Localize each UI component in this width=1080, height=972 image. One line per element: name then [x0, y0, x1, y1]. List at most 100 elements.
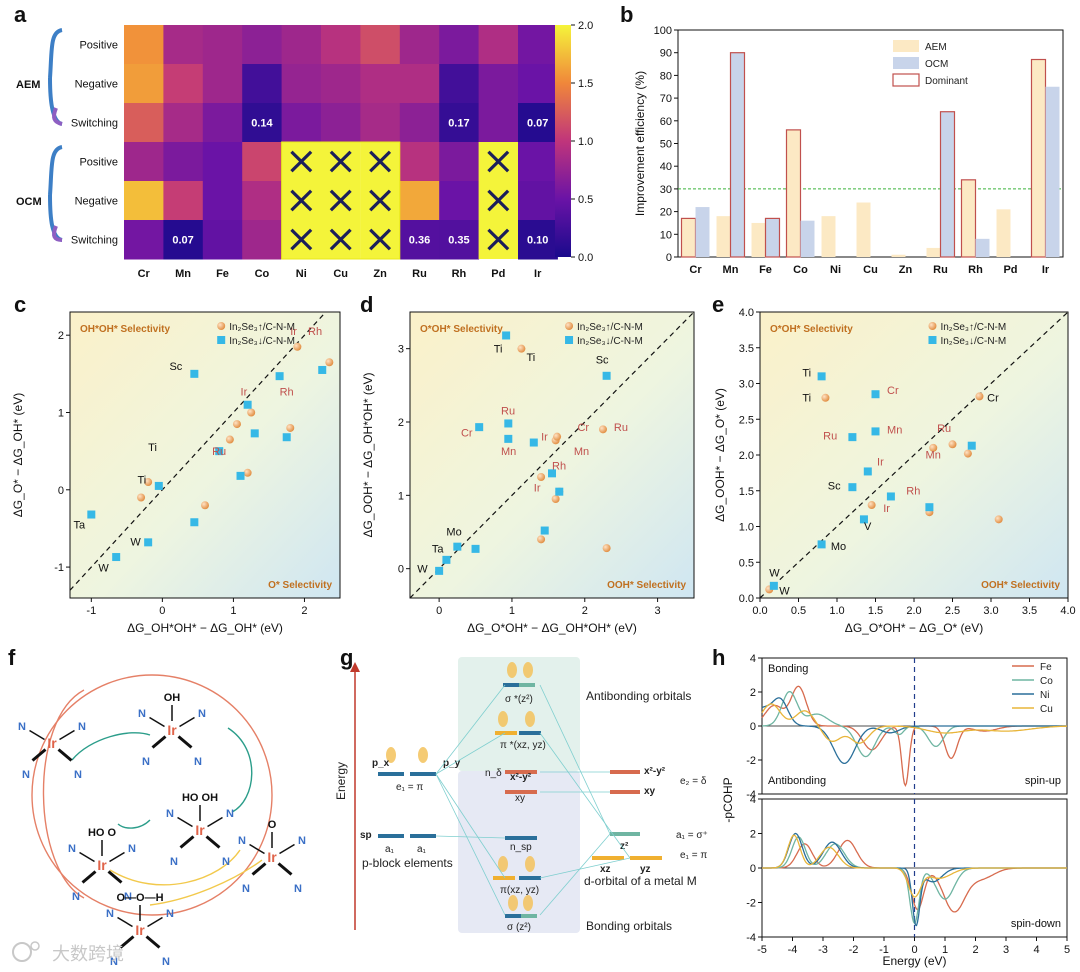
orbital-lobe-icon: [523, 662, 533, 678]
data-point-down: [250, 429, 259, 438]
data-point-up: [537, 473, 546, 481]
orbital-label: x²-y²: [644, 766, 666, 777]
orbital-label: σ (z²): [507, 922, 531, 933]
excluded-cross-icon: [487, 228, 510, 251]
orbital-level: [505, 790, 521, 794]
data-point-down: [925, 503, 934, 512]
bond: [109, 851, 125, 863]
correlation-line: [435, 773, 506, 916]
x-tick-label: Zn: [899, 264, 913, 276]
data-point-up: [963, 449, 972, 458]
heatmap-cell-label: 0.07: [527, 118, 548, 130]
heatmap-row-label: Switching: [71, 118, 118, 130]
x-tick-label: Rh: [968, 264, 983, 276]
x-tick-label: Ni: [830, 264, 841, 276]
heatmap-row-label: Positive: [79, 157, 118, 169]
data-point-up: [144, 478, 153, 487]
bar: [975, 238, 990, 257]
heatmap-col-label: Ni: [296, 268, 307, 280]
element-label: Ti: [138, 475, 147, 487]
heatmap-cell: [124, 220, 164, 260]
element-label: Ru: [501, 406, 515, 418]
nitrogen-atom: N: [68, 843, 76, 855]
bond: [29, 729, 45, 741]
data-point-up: [551, 495, 560, 503]
heatmap-cell: [124, 181, 164, 221]
x-tick-label: Ru: [933, 264, 948, 276]
x-tick-label: 0.5: [791, 605, 806, 617]
x-tick-label: 3: [655, 605, 661, 617]
heatmap-col-label: Mn: [175, 268, 191, 280]
heatmap-cell: [242, 103, 283, 143]
orbital-level: [521, 836, 537, 840]
scatter-panel-d: 0 1 2 3 0 1 2 3 ΔG_O*OH* − ΔG_OH*OH* (eV) ΔG_OOH*…: [361, 311, 695, 635]
iridium-atom: Ir: [47, 735, 57, 751]
x-tick-label: 1: [942, 944, 948, 956]
y-tick-label: -1: [54, 562, 64, 574]
nitrogen-atom: N: [162, 956, 170, 968]
data-point-up: [975, 392, 984, 401]
legend-marker: [565, 336, 574, 344]
x-tick-label: -2: [849, 944, 859, 956]
y-tick-label: 0.0: [739, 593, 754, 605]
orbital-level: [521, 790, 537, 794]
orbital-level: [610, 832, 625, 836]
watermark-text: 大数跨境: [52, 944, 124, 964]
bond: [151, 735, 167, 749]
element-label: Ir: [290, 326, 297, 338]
heatmap-cell: [478, 64, 519, 104]
nitrogen-atom: N: [198, 708, 206, 720]
heatmap-cell: [163, 220, 204, 260]
orbital-level: [493, 876, 504, 880]
heatmap-cell: [439, 25, 480, 65]
panel-label-b: b: [620, 2, 633, 27]
y-tick-label: 1: [58, 407, 64, 419]
y-tick-label: 2.5: [739, 414, 754, 426]
data-point-down: [848, 433, 857, 442]
y-tick-label: 0: [750, 863, 756, 875]
orbital-label: p_y: [443, 758, 461, 769]
element-label: Mo: [831, 541, 846, 553]
adsorbate-label: OH: [164, 692, 181, 704]
heatmap-cell: [518, 25, 558, 65]
element-label: Mn: [887, 425, 902, 437]
x-tick-label: -5: [757, 944, 767, 956]
nitrogen-atom: N: [166, 908, 174, 920]
data-point-down: [87, 510, 96, 519]
legend-label: In₂Se₃↓/C-N-M: [940, 336, 1006, 347]
orbital-lobe-icon: [525, 856, 535, 872]
y-tick-label: 0: [58, 485, 64, 497]
colorbar-tick-label: 0.5: [578, 194, 593, 206]
element-label: Ru: [823, 430, 837, 442]
bar: [856, 202, 871, 257]
bar: [729, 52, 746, 258]
data-point-down: [215, 447, 224, 456]
element-label: Ti: [802, 392, 811, 404]
legend-swatch: [892, 73, 920, 87]
x-tick-label: Ir: [1042, 264, 1050, 276]
heatmap-cell: [202, 220, 243, 260]
data-point-up: [137, 493, 146, 502]
element-label: Ta: [432, 544, 445, 556]
legend-label: OCM: [925, 59, 948, 70]
element-label: Ru: [212, 446, 226, 458]
y-tick-label: 4.0: [739, 307, 754, 319]
orbital-label: e₁ = π: [396, 782, 423, 793]
x-tick-label: 0: [911, 944, 917, 956]
y-tick-label: 50: [660, 139, 672, 151]
data-point-up: [325, 358, 334, 367]
bar: [785, 129, 802, 258]
legend-label: Co: [1040, 676, 1053, 687]
legend-label: Ni: [1040, 690, 1049, 701]
y-tick-label: 4: [750, 653, 756, 665]
orbital-level: [378, 772, 391, 776]
bar-chart-panel-b: 0 10 20 30 40 50 60 70 80 90 100 Improvement effici…: [633, 25, 1064, 276]
heatmap-cell: [124, 64, 164, 104]
correlation-line: [539, 833, 611, 916]
element-label: W: [417, 563, 428, 575]
excluded-cross-icon: [369, 228, 392, 251]
element-label: Mo: [446, 527, 461, 539]
element-label: Sc: [828, 480, 841, 492]
nitrogen-atom: N: [242, 883, 250, 895]
x-tick-label: 1: [230, 605, 236, 617]
